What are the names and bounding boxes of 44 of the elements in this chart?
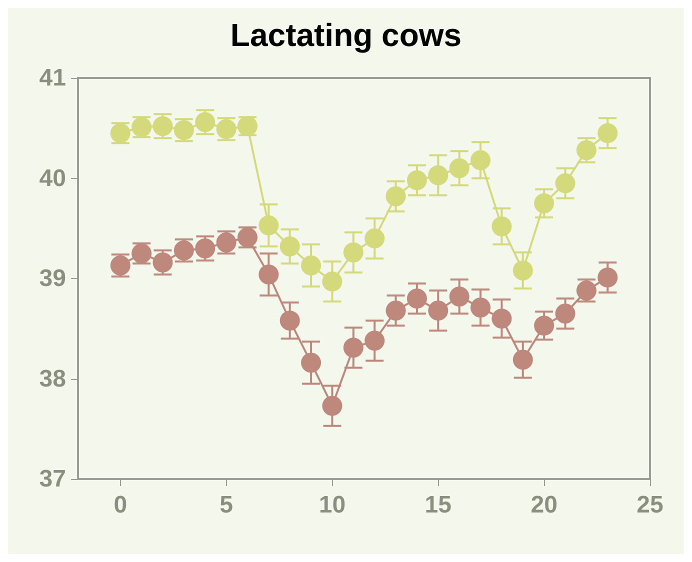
point (449, 286, 470, 307)
point (470, 298, 491, 318)
point (343, 242, 364, 262)
point (512, 350, 533, 370)
point (301, 255, 322, 276)
point (258, 264, 279, 284)
x-tick-label: 25 (636, 492, 664, 518)
point (386, 186, 406, 206)
point (364, 330, 385, 351)
point (598, 268, 618, 288)
x-tick-label: 15 (424, 492, 452, 518)
point (534, 316, 554, 336)
y-tick-label: 38 (39, 365, 66, 392)
point (470, 150, 491, 170)
point (280, 310, 300, 331)
point (534, 193, 554, 214)
point (301, 352, 322, 373)
x-tick-label: 20 (530, 492, 558, 518)
point (492, 308, 512, 329)
point (428, 300, 448, 321)
y-tick-label: 39 (39, 265, 66, 292)
y-tick-label: 40 (39, 164, 66, 192)
point (555, 173, 576, 194)
point (343, 338, 364, 358)
point (428, 165, 448, 186)
point (258, 215, 279, 236)
chart-title: Lactating cows (230, 17, 462, 53)
point (406, 288, 427, 309)
point (280, 236, 300, 256)
x-tick-label: 0 (114, 492, 128, 518)
point (406, 170, 427, 190)
x-tick-label: 10 (318, 492, 346, 518)
point (492, 216, 512, 236)
point (512, 260, 533, 280)
point (555, 304, 576, 324)
x-tick-label: 5 (220, 492, 233, 518)
point (449, 158, 470, 178)
point (598, 123, 618, 144)
point (386, 300, 406, 321)
y-tick-label: 41 (39, 64, 66, 92)
point (322, 272, 342, 292)
y-tick-label: 37 (39, 466, 66, 492)
point (364, 228, 385, 248)
point (322, 396, 342, 416)
